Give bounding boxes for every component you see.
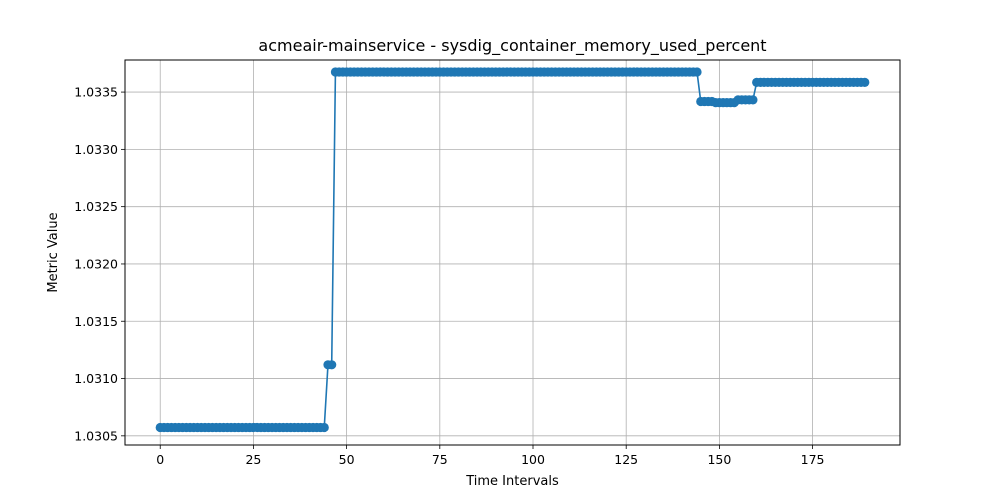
x-tick-label: 0 — [156, 452, 164, 467]
series-layer — [155, 67, 870, 433]
tick-layer: 0 25 50 75 100 125 150 175 1.0305 1.0310 1.0315 1.0… — [74, 85, 824, 467]
y-tick-label: 1.0320 — [74, 256, 118, 271]
x-axis-label: Time Intervals — [465, 474, 559, 489]
chart-title: acmeair-mainservice - sysdig_container_m… — [258, 36, 766, 56]
y-tick-label: 1.0310 — [74, 371, 118, 386]
y-tick-label: 1.0335 — [74, 85, 118, 100]
y-axis-label: Metric Value — [46, 212, 61, 292]
data-point — [319, 422, 329, 433]
grid-layer — [125, 60, 900, 445]
x-tick-label: 50 — [339, 452, 355, 467]
plot-frame — [124, 59, 901, 446]
x-tick-label: 100 — [521, 452, 545, 467]
data-point — [860, 77, 870, 87]
y-tick-label: 1.0305 — [74, 428, 118, 443]
x-tick-label: 175 — [801, 452, 825, 467]
data-point — [327, 360, 337, 370]
x-tick-label: 150 — [707, 452, 731, 467]
y-tick-label: 1.0315 — [74, 314, 118, 329]
x-tick-label: 75 — [432, 452, 448, 467]
data-point — [748, 95, 758, 105]
x-tick-label: 125 — [614, 452, 638, 467]
y-tick-label: 1.0330 — [74, 142, 118, 157]
y-tick-label: 1.0325 — [74, 199, 118, 214]
x-tick-label: 25 — [245, 452, 261, 467]
data-point — [692, 67, 702, 77]
